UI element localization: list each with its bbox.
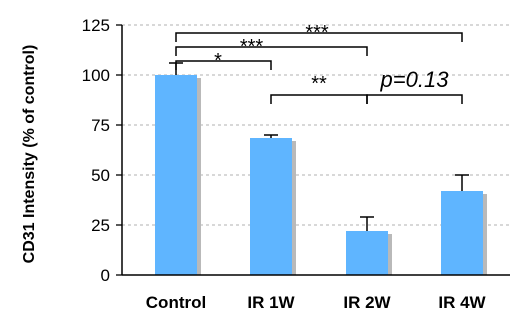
y-tick-label: 100 xyxy=(82,66,110,85)
gridlines xyxy=(122,24,510,226)
y-tick-label: 25 xyxy=(91,216,110,235)
significance-label: p=0.13 xyxy=(380,67,450,92)
bars xyxy=(155,75,487,275)
category-label: IR 4W xyxy=(438,293,486,312)
significance-bracket xyxy=(175,46,368,56)
bar-ir-4w xyxy=(441,191,483,275)
significance-bracket xyxy=(175,32,463,42)
bar-ir-1w xyxy=(250,138,292,275)
significance-bracket xyxy=(175,60,272,70)
significance-label: ** xyxy=(311,73,327,95)
significance-label: *** xyxy=(240,36,264,58)
bar-control xyxy=(155,75,197,275)
category-label: IR 1W xyxy=(247,293,295,312)
significance-bracket xyxy=(270,94,368,104)
category-label: IR 2W xyxy=(343,293,391,312)
y-tick-label: 75 xyxy=(91,116,110,135)
significance-bracket xyxy=(366,94,463,104)
y-tick-label: 50 xyxy=(91,166,110,185)
axes: 0 25 50 75 100 125 Control IR 1W IR 2W IR 4W xyxy=(82,16,510,312)
y-tick-label: 0 xyxy=(101,266,110,285)
y-axis-title: CD31 Intensity (% of control) xyxy=(21,45,38,264)
significance-label: *** xyxy=(305,22,329,44)
bar-ir-2w xyxy=(346,231,388,275)
y-tick-label: 125 xyxy=(82,16,110,35)
category-label: Control xyxy=(146,293,206,312)
significance-label: * xyxy=(214,50,222,72)
significance-brackets: ********* p=0.13 xyxy=(175,22,463,104)
